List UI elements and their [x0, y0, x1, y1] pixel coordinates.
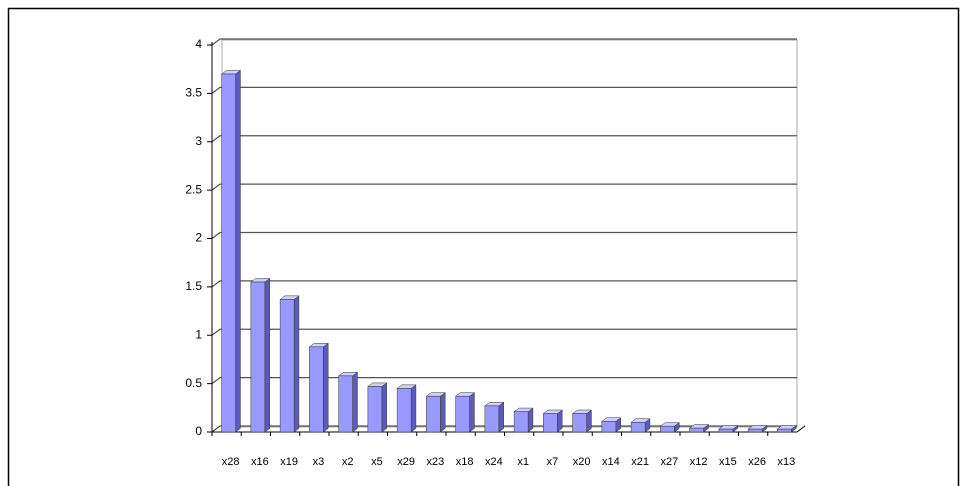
- x-tick-label: x16: [251, 456, 269, 468]
- y-tick-label: 2.5: [185, 182, 202, 196]
- bar: [367, 386, 383, 433]
- grid-line: [211, 231, 797, 239]
- y-tick-label: 4: [195, 37, 202, 51]
- bar-side: [469, 392, 475, 433]
- bar: [689, 427, 704, 433]
- x-tick-label: x18: [456, 456, 474, 468]
- grid-line: [211, 328, 797, 336]
- bar-side: [410, 384, 417, 433]
- bar-side: [527, 407, 534, 433]
- bar-side: [352, 371, 358, 433]
- x-tick-label: x2: [342, 456, 354, 468]
- grid-line: [211, 183, 797, 191]
- x-tick-label: x19: [280, 456, 298, 468]
- x-tick-label: x27: [661, 456, 679, 468]
- bar: [455, 395, 470, 433]
- bar-side: [235, 69, 241, 433]
- bar-side: [498, 401, 504, 433]
- bar-side: [381, 382, 387, 433]
- x-tick-label: x13: [778, 456, 796, 468]
- bar-side: [293, 295, 300, 433]
- y-tick-label: 3.5: [185, 86, 202, 100]
- y-tick-label: 1.5: [185, 279, 202, 293]
- chart-frame: [7, 7, 960, 486]
- bar-side: [323, 342, 329, 433]
- x-tick-label: x20: [573, 456, 591, 468]
- bar: [718, 428, 734, 433]
- plot-wall: [221, 39, 798, 428]
- bar: [572, 413, 587, 433]
- bar: [601, 421, 617, 433]
- bar: [543, 413, 558, 433]
- x-tick-label: x3: [313, 456, 325, 468]
- bar: [777, 428, 792, 433]
- bar: [660, 425, 675, 433]
- bar: [513, 411, 529, 433]
- bar: [426, 395, 441, 433]
- grid-line: [211, 377, 797, 385]
- bar-side: [264, 277, 270, 433]
- y-tick-label: 0.5: [185, 376, 202, 390]
- grid-line: [211, 280, 797, 288]
- bar: [338, 375, 353, 433]
- x-tick-label: x26: [748, 456, 766, 468]
- x-tick-label: x5: [371, 456, 383, 468]
- bar: [309, 346, 324, 433]
- x-tick-label: x28: [222, 456, 240, 468]
- x-tick-label: x14: [602, 456, 620, 468]
- bar: [484, 405, 500, 433]
- y-tick-label: 2: [195, 231, 202, 245]
- y-tick-label: 1: [195, 327, 202, 341]
- x-tick-label: x12: [690, 456, 708, 468]
- x-axis-depth: [796, 425, 806, 433]
- bar: [279, 299, 295, 433]
- y-tick-label: 0: [195, 424, 202, 438]
- bar-side: [440, 392, 446, 433]
- bar: [221, 73, 236, 433]
- grid-line: [211, 38, 797, 46]
- x-tick-label: x24: [485, 456, 503, 468]
- x-tick-label: x7: [547, 456, 559, 468]
- bar: [630, 422, 646, 433]
- x-tick-label: x15: [719, 456, 737, 468]
- y-tick-label: 3: [195, 134, 202, 148]
- bar: [747, 428, 763, 433]
- bar: [396, 388, 412, 433]
- bar: [250, 281, 266, 433]
- x-tick-label: x1: [517, 456, 529, 468]
- x-tick-label: x29: [397, 456, 415, 468]
- x-tick-label: x23: [427, 456, 445, 468]
- x-tick-label: x21: [631, 456, 649, 468]
- grid-line: [211, 86, 797, 94]
- grid-line: [211, 135, 797, 143]
